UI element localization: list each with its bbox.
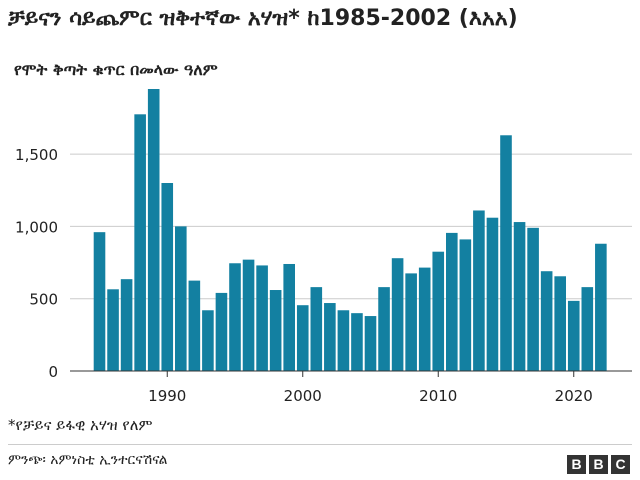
bar	[134, 114, 146, 372]
bbc-logo: B B C	[567, 455, 630, 474]
x-tick-label: 2020	[555, 387, 593, 405]
bar	[283, 263, 295, 371]
bar	[500, 135, 512, 371]
bar	[473, 210, 485, 371]
bar	[486, 217, 499, 371]
bar	[324, 303, 336, 371]
bar	[229, 263, 241, 371]
bbc-logo-letter: B	[589, 455, 608, 474]
bar	[161, 183, 174, 371]
source-note: ምንጭ፡ አምነስቲ ኢንተርናሽናል	[8, 452, 168, 468]
bar	[364, 316, 377, 371]
bar	[540, 271, 553, 371]
chart-subtitle: የሞት ቅጣት ቁጥር በመላው ዓለም	[14, 60, 218, 79]
y-tick-label: 0	[48, 363, 58, 381]
x-tick-label: 1990	[148, 387, 186, 405]
bar	[256, 265, 268, 371]
bar	[107, 289, 119, 371]
bar	[120, 279, 133, 371]
bar-chart: 0 500 1,000 1,500 1990 2000 2010 2020	[15, 89, 632, 405]
bar	[337, 310, 350, 371]
bar	[147, 89, 160, 371]
bar	[378, 287, 390, 371]
footer-divider	[8, 444, 632, 445]
footnote: *የቻይና ይፋዊ አሃዝ የለም	[8, 416, 153, 434]
bar	[188, 280, 201, 371]
bar	[567, 300, 580, 371]
bar	[554, 276, 566, 371]
bar	[202, 310, 214, 371]
bar	[595, 243, 607, 371]
bar	[459, 239, 472, 371]
y-tick-label: 1,500	[15, 146, 58, 164]
chart-title: ቻይናን ሳይጨምር ዝቅተኛው አሃዝ* ከ1985-2002 (እአአ)	[8, 6, 518, 31]
bar	[269, 290, 282, 371]
bar	[527, 227, 539, 371]
x-tick-label: 2000	[284, 387, 322, 405]
y-tick-label: 1,000	[15, 218, 58, 236]
bar	[296, 305, 309, 371]
bar	[351, 313, 363, 371]
bar	[175, 226, 187, 371]
bbc-logo-letter: C	[611, 455, 630, 474]
bar	[391, 258, 404, 371]
bar	[581, 287, 594, 371]
bar	[405, 273, 417, 371]
bar	[242, 259, 255, 371]
bar	[215, 292, 228, 371]
y-tick-label: 500	[29, 291, 58, 309]
bar	[513, 222, 526, 371]
bar	[93, 232, 106, 371]
x-tick-label: 2010	[419, 387, 457, 405]
bbc-logo-letter: B	[567, 455, 586, 474]
bar	[432, 251, 445, 371]
bar	[446, 232, 458, 371]
bar	[310, 287, 323, 371]
bar	[418, 267, 431, 371]
